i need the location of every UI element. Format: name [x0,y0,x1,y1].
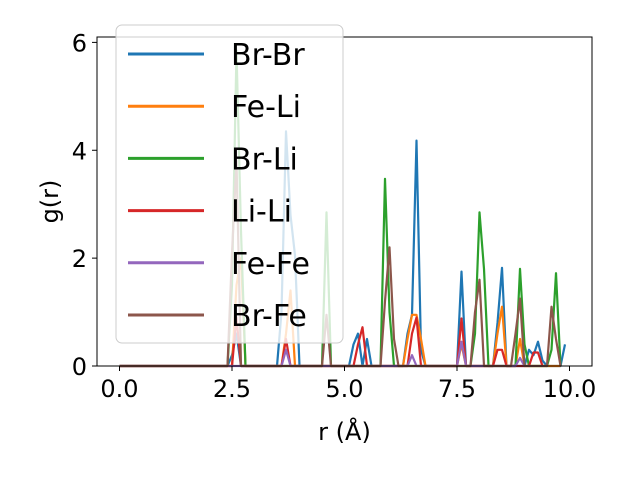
x-tick-label: 10.0 [543,375,596,403]
y-axis-ticks: 0 2 4 6 [72,29,97,381]
y-tick-label: 2 [72,245,87,273]
legend-label-fe-li: Fe-Li [231,90,301,125]
legend-label-br-li: Br-Li [231,142,298,177]
x-axis-label: r (Å) [318,417,371,446]
x-tick-label: 2.5 [213,375,251,403]
legend-box [115,24,344,344]
legend-label-br-fe: Br-Fe [231,299,307,334]
y-tick-label: 6 [72,29,87,57]
x-axis-ticks: 0.0 2.5 5.0 7.5 10.0 [100,366,596,403]
x-tick-label: 0.0 [100,375,138,403]
x-tick-label: 5.0 [325,375,363,403]
legend: Br-Br Fe-Li Br-Li Li-Li Fe-Fe Br-Fe [115,24,344,344]
legend-label-fe-fe: Fe-Fe [231,247,310,282]
y-axis-label: g(r) [36,180,64,224]
y-tick-label: 4 [72,137,87,165]
legend-label-br-br: Br-Br [231,38,305,73]
y-tick-label: 0 [72,353,87,381]
legend-label-li-li: Li-Li [231,195,292,230]
x-tick-label: 7.5 [438,375,476,403]
